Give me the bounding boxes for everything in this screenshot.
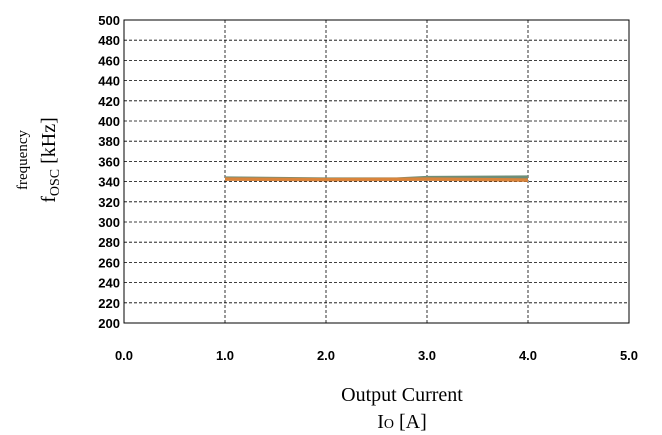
x-tick-labels: 0.0 1.0 2.0 3.0 4.0 5.0 bbox=[115, 348, 638, 363]
x-tick-label: 2.0 bbox=[317, 348, 335, 363]
y-axis-title-line2: fOSC [kHz] bbox=[38, 117, 63, 203]
y-tick-label: 300 bbox=[98, 215, 120, 230]
y-tick-label: 440 bbox=[98, 74, 120, 89]
plot-frame bbox=[123, 19, 630, 324]
y-tick-label: 400 bbox=[98, 114, 120, 129]
x-tick-label: 0.0 bbox=[115, 348, 133, 363]
x-tick-label: 4.0 bbox=[519, 348, 537, 363]
y-axis-subscript: OSC bbox=[48, 169, 63, 196]
x-tick-label: 5.0 bbox=[620, 348, 638, 363]
y-tick-label: 260 bbox=[98, 255, 120, 270]
series-line-2 bbox=[224, 177, 529, 182]
y-axis-symbol: f bbox=[38, 196, 60, 203]
grid-layer bbox=[123, 19, 630, 324]
y-tick-label: 360 bbox=[98, 154, 120, 169]
x-axis-symbol: I bbox=[377, 411, 384, 433]
y-tick-label: 200 bbox=[98, 316, 120, 331]
y-tick-label: 240 bbox=[98, 276, 120, 291]
y-tick-label: 500 bbox=[98, 13, 120, 28]
x-axis-title-line1: Output Current bbox=[341, 384, 463, 406]
y-tick-labels: 200 220 240 260 280 300 320 340 360 380 400 420 440 4… bbox=[98, 13, 120, 331]
y-tick-label: 460 bbox=[98, 53, 120, 68]
x-tick-label: 1.0 bbox=[216, 348, 234, 363]
x-axis-title-line2: IO [A] bbox=[377, 411, 427, 433]
x-axis-unit: [A] bbox=[394, 411, 427, 433]
y-tick-label: 320 bbox=[98, 195, 120, 210]
x-axis-subscript: O bbox=[384, 417, 394, 432]
y-tick-label: 420 bbox=[98, 94, 120, 109]
y-tick-label: 340 bbox=[98, 175, 120, 190]
x-tick-label: 3.0 bbox=[418, 348, 436, 363]
series-layer bbox=[224, 175, 529, 182]
y-tick-label: 280 bbox=[98, 235, 120, 250]
y-axis-unit: [kHz] bbox=[38, 117, 60, 169]
y-tick-label: 220 bbox=[98, 296, 120, 311]
y-tick-label: 380 bbox=[98, 134, 120, 149]
y-axis-title-line1: frequency bbox=[15, 130, 31, 190]
y-tick-label: 480 bbox=[98, 33, 120, 48]
